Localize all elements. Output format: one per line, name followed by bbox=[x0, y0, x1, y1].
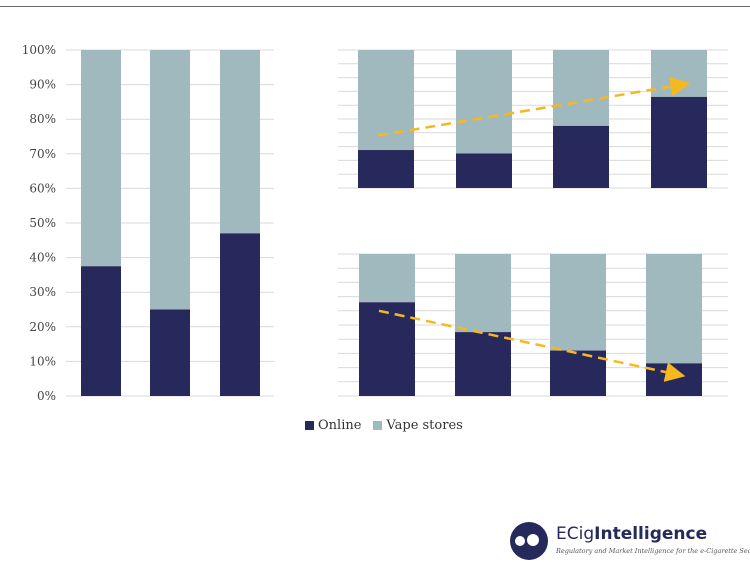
bar-online bbox=[456, 153, 512, 188]
top-divider bbox=[0, 6, 750, 7]
bar-vape-stores bbox=[220, 50, 260, 234]
legend-swatch-vape-stores bbox=[373, 421, 383, 430]
bar-vape-stores bbox=[81, 50, 121, 267]
bar-vape-stores bbox=[646, 254, 702, 364]
brand-name: ECigIntelligence bbox=[556, 524, 708, 544]
bar-online bbox=[651, 96, 707, 188]
bar-vape-stores bbox=[550, 254, 606, 351]
legend-item-vape-stores: Vape stores bbox=[373, 418, 463, 433]
brand-tagline: Regulatory and Market Intelligence for t… bbox=[556, 547, 750, 555]
y-tick-label: 10% bbox=[29, 354, 56, 368]
bar-vape-stores bbox=[150, 50, 190, 310]
bar-online bbox=[550, 350, 606, 396]
y-tick-label: 30% bbox=[29, 285, 56, 299]
bar-online bbox=[220, 233, 260, 396]
y-tick-label: 70% bbox=[29, 147, 56, 161]
trend-arrow-up bbox=[377, 76, 691, 137]
y-tick-label: 90% bbox=[29, 78, 56, 92]
brand-logo-block: ECigIntelligence Regulatory and Market I… bbox=[510, 520, 750, 562]
bar-vape-stores bbox=[455, 254, 511, 333]
legend-item-online: Online bbox=[305, 418, 361, 433]
bar-vape-stores bbox=[553, 50, 609, 126]
bar-vape-stores bbox=[651, 50, 707, 97]
bar-online bbox=[359, 302, 415, 396]
y-tick-label: 20% bbox=[29, 320, 56, 334]
bar-online bbox=[646, 363, 702, 396]
legend-label-vape-stores: Vape stores bbox=[386, 418, 463, 433]
bar-vape-stores bbox=[359, 254, 415, 303]
bar-online bbox=[81, 266, 121, 396]
trend-arrow-down bbox=[378, 309, 686, 382]
y-tick-label: 60% bbox=[29, 181, 56, 195]
y-tick-label: 50% bbox=[29, 216, 56, 230]
legend-label-online: Online bbox=[318, 418, 362, 433]
legend-swatch-online bbox=[305, 421, 314, 430]
y-tick-label: 40% bbox=[29, 251, 56, 265]
bar-vape-stores bbox=[456, 50, 512, 154]
bar-online bbox=[150, 309, 190, 396]
legend: Online Vape stores bbox=[305, 418, 469, 433]
y-tick-label: 0% bbox=[37, 389, 56, 403]
bar-online bbox=[358, 150, 414, 188]
brand-logo-icon bbox=[510, 522, 548, 560]
bar-online bbox=[455, 332, 511, 396]
y-tick-label: 100% bbox=[22, 43, 56, 57]
y-tick-label: 80% bbox=[29, 112, 56, 126]
bar-online bbox=[553, 125, 609, 188]
